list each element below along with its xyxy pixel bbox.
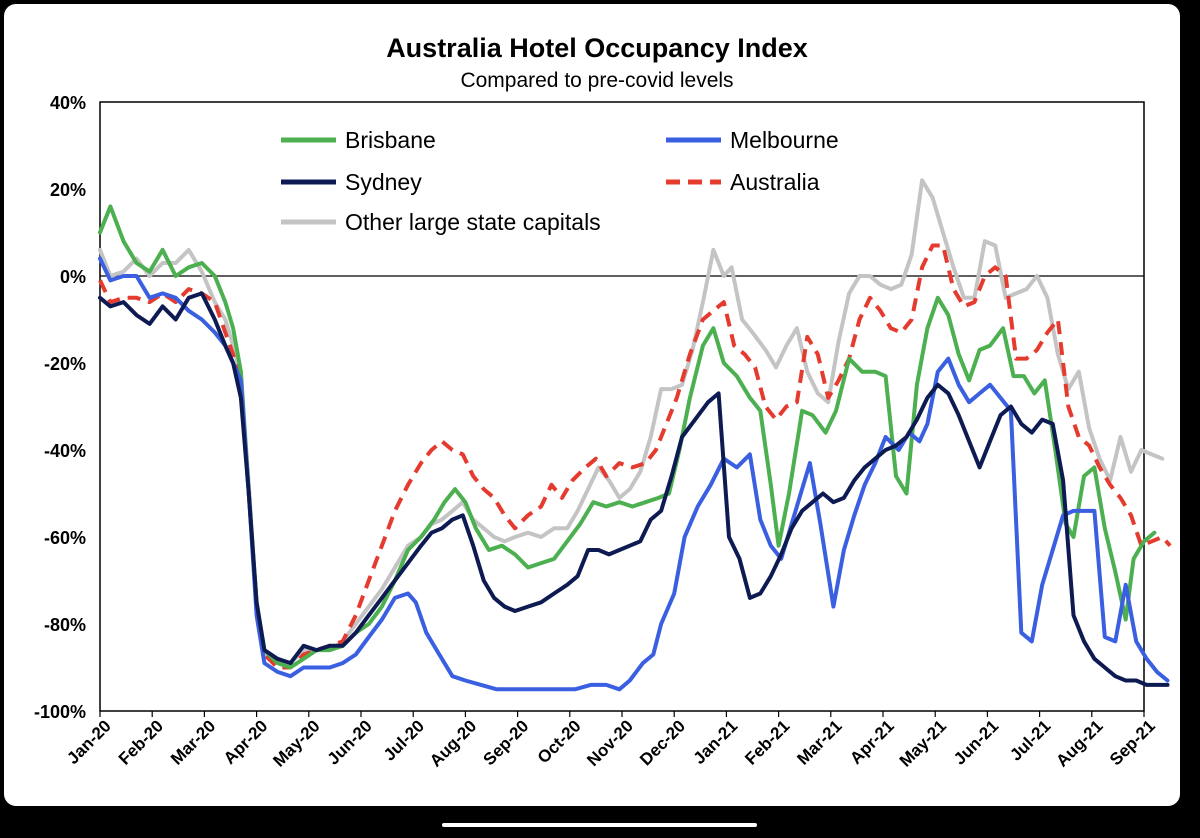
x-tick-label: Oct-20 <box>534 716 585 767</box>
x-tick-label: Aug-20 <box>426 716 480 770</box>
x-tick-label: Jul-21 <box>1006 716 1054 764</box>
y-tick-label: -60% <box>44 528 86 548</box>
x-tick-label: Jun-21 <box>950 716 1002 768</box>
legend-item: Other large state capitals <box>281 209 601 235</box>
series-line-melbourne <box>98 256 1170 692</box>
chart-subtitle: Compared to pre-covid levels <box>460 69 733 92</box>
legend-label: Melbourne <box>730 127 839 153</box>
legend-label: Australia <box>730 169 820 195</box>
home-indicator[interactable] <box>442 823 757 827</box>
x-tick-label: Feb-20 <box>115 716 167 768</box>
x-tick-label: Jan-21 <box>690 716 742 768</box>
x-tick-label: Jan-20 <box>63 716 115 768</box>
legend: Brisbane Melbourne Sydney Australia Other la… <box>281 127 839 235</box>
series-line-australia <box>98 243 1172 670</box>
x-tick-label: Jul-20 <box>380 716 428 764</box>
x-tick-label: Dec-20 <box>636 716 689 769</box>
y-tick-label: -40% <box>44 441 86 461</box>
x-tick-label: Sep-21 <box>1106 716 1159 769</box>
x-tick-label: May-20 <box>269 716 323 770</box>
legend-item: Sydney <box>281 169 422 195</box>
y-tick-label: 0% <box>60 267 86 287</box>
x-tick-label: May-21 <box>896 716 950 770</box>
chart-frame: Australia Hotel Occupancy Index Compared… <box>4 4 1180 806</box>
y-axis: 40% 20% 0% -20% -40% -60% -80% -100% <box>34 93 86 722</box>
x-tick-label: Mar-21 <box>793 716 845 768</box>
x-tick-label: Mar-20 <box>167 716 219 768</box>
series-line-other-large-state-capitals <box>98 178 1165 666</box>
y-tick-label: -20% <box>44 354 86 374</box>
y-tick-label: -100% <box>34 702 86 722</box>
legend-label: Brisbane <box>345 127 436 153</box>
series-layer <box>98 178 1172 692</box>
legend-item: Brisbane <box>281 127 436 153</box>
x-tick-label: Feb-21 <box>741 716 793 768</box>
legend-label: Sydney <box>345 169 422 195</box>
x-tick-label: Apr-21 <box>846 716 898 768</box>
x-tick-label: Nov-20 <box>583 716 637 770</box>
legend-item: Australia <box>666 169 820 195</box>
series-line-sydney <box>98 291 1170 687</box>
y-tick-label: -80% <box>44 615 86 635</box>
line-chart: Australia Hotel Occupancy Index Compared… <box>34 33 1172 771</box>
y-tick-label: 20% <box>50 180 86 200</box>
legend-item: Melbourne <box>666 127 839 153</box>
legend-label: Other large state capitals <box>345 209 601 235</box>
x-tick-label: Apr-20 <box>220 716 272 768</box>
x-tick-label: Sep-20 <box>480 716 533 769</box>
chart-title: Australia Hotel Occupancy Index <box>386 33 808 63</box>
x-tick-label: Jun-20 <box>324 716 376 768</box>
x-tick-label: Aug-21 <box>1052 716 1106 770</box>
y-tick-label: 40% <box>50 93 86 113</box>
